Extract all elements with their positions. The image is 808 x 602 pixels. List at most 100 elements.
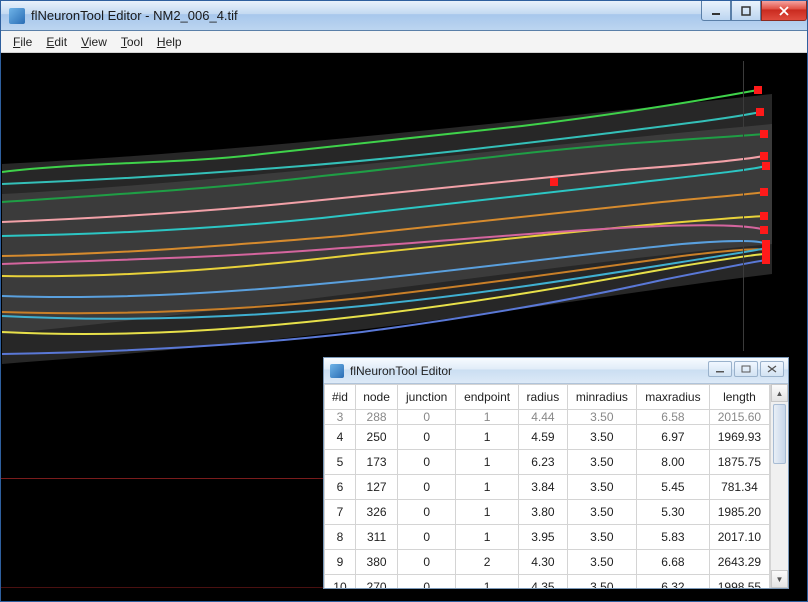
- menu-edit[interactable]: Edit: [40, 33, 73, 51]
- table-cell: 0: [398, 425, 456, 450]
- column-header[interactable]: radius: [519, 385, 568, 410]
- close-button[interactable]: [761, 1, 807, 21]
- table-row[interactable]: 4250014.593.506.971969.93: [325, 425, 770, 450]
- menu-tool[interactable]: Tool: [115, 33, 149, 51]
- table-cell: 3.50: [567, 500, 636, 525]
- column-header[interactable]: minradius: [567, 385, 636, 410]
- child-title: flNeuronTool Editor: [350, 364, 452, 378]
- table-cell: 0: [398, 550, 456, 575]
- vertical-scrollbar[interactable]: ▲ ▼: [770, 384, 788, 588]
- table-row[interactable]: 9380024.303.506.682643.29: [325, 550, 770, 575]
- data-table-wrap: #idnodejunctionendpointradiusminradiusma…: [324, 384, 788, 588]
- table-cell: 10: [325, 575, 356, 589]
- maximize-button[interactable]: [731, 1, 761, 21]
- column-header[interactable]: length: [709, 385, 769, 410]
- child-app-icon: [330, 364, 344, 378]
- endpoint-marker: [756, 108, 764, 116]
- column-header[interactable]: node: [355, 385, 397, 410]
- table-cell: 4: [325, 425, 356, 450]
- table-cell: 6.97: [637, 425, 710, 450]
- menu-file[interactable]: File: [7, 33, 38, 51]
- table-cell: 311: [355, 525, 397, 550]
- table-cell: 1: [456, 575, 519, 589]
- table-cell: 9: [325, 550, 356, 575]
- table-cell: 326: [355, 500, 397, 525]
- main-window: flNeuronTool Editor - NM2_006_4.tif File…: [0, 0, 808, 602]
- endpoint-marker: [760, 226, 768, 234]
- table-cell: 1969.93: [709, 425, 769, 450]
- endpoint-marker: [754, 86, 762, 94]
- table-cell: 3.50: [567, 550, 636, 575]
- column-header[interactable]: endpoint: [456, 385, 519, 410]
- table-cell: 5: [325, 450, 356, 475]
- child-close-button[interactable]: [760, 361, 784, 377]
- table-cell: 8: [325, 525, 356, 550]
- table-cell: 8.00: [637, 450, 710, 475]
- scroll-up-button[interactable]: ▲: [771, 384, 788, 402]
- menu-help[interactable]: Help: [151, 33, 188, 51]
- endpoint-marker: [760, 188, 768, 196]
- table-cell: 3.95: [519, 525, 568, 550]
- child-titlebar[interactable]: flNeuronTool Editor: [324, 358, 788, 384]
- table-row[interactable]: 10270014.353.506.321998.55: [325, 575, 770, 589]
- table-cell: 1: [456, 525, 519, 550]
- table-header: #idnodejunctionendpointradiusminradiusma…: [325, 385, 770, 410]
- table-cell: 380: [355, 550, 397, 575]
- endpoint-marker: [760, 152, 768, 160]
- endpoint-marker: [550, 178, 558, 186]
- table-cell: 7: [325, 500, 356, 525]
- table-row[interactable]: 7326013.803.505.301985.20: [325, 500, 770, 525]
- endpoint-marker: [762, 256, 770, 264]
- table-cell: 1: [456, 500, 519, 525]
- column-header[interactable]: junction: [398, 385, 456, 410]
- table-row[interactable]: 6127013.843.505.45781.34: [325, 475, 770, 500]
- menu-view[interactable]: View: [75, 33, 113, 51]
- column-header[interactable]: #id: [325, 385, 356, 410]
- table-cell: 0: [398, 575, 456, 589]
- table-cell: 1: [456, 475, 519, 500]
- child-window-controls: [708, 361, 784, 377]
- table-cell: 250: [355, 425, 397, 450]
- data-window[interactable]: flNeuronTool Editor #idnodejunctionendpo…: [323, 357, 789, 589]
- table-cell: 270: [355, 575, 397, 589]
- table-row[interactable]: 8311013.953.505.832017.10: [325, 525, 770, 550]
- main-title: flNeuronTool Editor - NM2_006_4.tif: [31, 8, 238, 23]
- table-cell: 127: [355, 475, 397, 500]
- table-cell: 0: [398, 450, 456, 475]
- table-cell: 6.32: [637, 575, 710, 589]
- data-table: #idnodejunctionendpointradiusminradiusma…: [324, 384, 770, 588]
- table-cell: 2643.29: [709, 550, 769, 575]
- guide-vertical: [743, 61, 744, 351]
- app-icon: [9, 8, 25, 24]
- table-cell: 1998.55: [709, 575, 769, 589]
- child-maximize-button[interactable]: [734, 361, 758, 377]
- table-cell: 3.80: [519, 500, 568, 525]
- guide-line-1: [1, 478, 331, 479]
- table-row[interactable]: 5173016.233.508.001875.75: [325, 450, 770, 475]
- menubar: File Edit View Tool Help: [1, 31, 807, 53]
- table-row[interactable]: 3288014.443.506.582015.60: [325, 410, 770, 425]
- column-header[interactable]: maxradius: [637, 385, 710, 410]
- table-cell: 0: [398, 500, 456, 525]
- table-cell: 2: [456, 550, 519, 575]
- table-cell: 3.84: [519, 475, 568, 500]
- main-titlebar[interactable]: flNeuronTool Editor - NM2_006_4.tif: [1, 1, 807, 31]
- endpoint-marker: [760, 212, 768, 220]
- table-cell: 5.30: [637, 500, 710, 525]
- table-cell: 6: [325, 475, 356, 500]
- table-cell: 173: [355, 450, 397, 475]
- table-cell: 3.50: [567, 525, 636, 550]
- scroll-down-button[interactable]: ▼: [771, 570, 788, 588]
- scroll-thumb[interactable]: [773, 404, 786, 464]
- endpoint-marker: [760, 130, 768, 138]
- table-cell: 3.50: [567, 450, 636, 475]
- minimize-button[interactable]: [701, 1, 731, 21]
- guide-line-2: [1, 587, 323, 588]
- table-cell: 5.83: [637, 525, 710, 550]
- table-cell: 1: [456, 450, 519, 475]
- table-cell: 5.45: [637, 475, 710, 500]
- child-minimize-button[interactable]: [708, 361, 732, 377]
- table-cell: 3.50: [567, 575, 636, 589]
- table-cell: 4.59: [519, 425, 568, 450]
- table-cell: 3.50: [567, 475, 636, 500]
